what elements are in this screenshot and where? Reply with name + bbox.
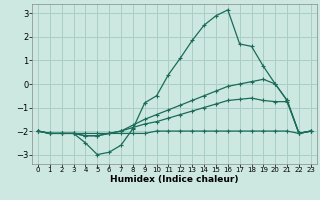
- X-axis label: Humidex (Indice chaleur): Humidex (Indice chaleur): [110, 175, 239, 184]
